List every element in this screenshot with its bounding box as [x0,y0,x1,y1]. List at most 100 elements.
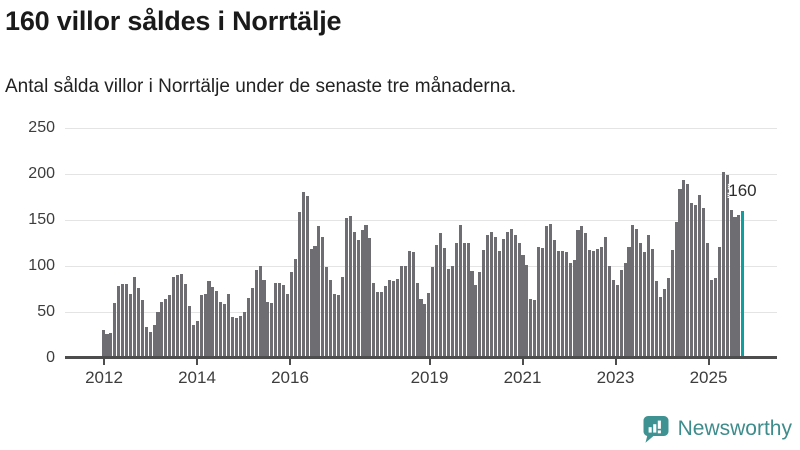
gridline-150 [65,220,777,221]
newsworthy-logo-icon [643,416,669,443]
bar [321,237,325,358]
plot-area: 160 [65,128,777,359]
bar [266,301,270,358]
bar [180,274,184,358]
bar [709,279,713,358]
bar [231,316,235,358]
bar [246,298,250,358]
x-tick-label-2016: 2016 [271,368,309,387]
bar [525,265,529,358]
bar [172,277,176,358]
bar [337,295,341,358]
bar [545,226,549,358]
bar [623,263,627,358]
bar [113,302,117,358]
bar [289,272,293,358]
bar [427,292,431,358]
bar [152,324,156,358]
bar [223,303,227,358]
x-tick-2021 [521,359,524,365]
bar [282,285,286,358]
x-tick-2019 [428,359,431,365]
bar [454,243,458,358]
x-tick-label-2023: 2023 [596,368,635,387]
bar [670,250,674,358]
bar [285,293,290,358]
bar [541,247,545,358]
bar [140,300,144,358]
bar [352,231,356,358]
bar [136,288,140,358]
bar [647,234,651,358]
bar [615,285,619,358]
bar [678,188,682,358]
bar [494,236,498,358]
bar [156,312,160,358]
bar [121,284,125,358]
bar [478,272,482,358]
bar [521,254,525,358]
bar [686,184,690,358]
x-tick-label-2025: 2025 [689,368,728,387]
bar [376,291,380,358]
bar [497,251,502,358]
bar [713,277,717,358]
bar [132,277,136,358]
bar [360,230,364,358]
bar [607,266,611,358]
bar [721,172,725,358]
bar [658,297,662,358]
x-tick-2014 [196,359,198,365]
bar [403,266,407,358]
bar [482,250,486,358]
bar [117,286,121,358]
bar [105,334,109,358]
highlighted-bar [741,210,745,358]
bar [399,266,403,358]
bar [702,208,706,358]
x-tick-2023 [614,359,617,365]
bar [317,226,321,358]
bar [423,303,427,358]
bar [262,279,266,358]
highlight-value-label: 160 [728,180,757,200]
x-tick-2016 [289,359,291,365]
x-tick-label-2014: 2014 [178,368,216,387]
bar [187,306,191,358]
bar [109,333,113,358]
bar [238,315,242,358]
bar [556,251,560,358]
bar [144,326,148,358]
bar [176,275,180,358]
bar [191,324,195,358]
bar [128,293,133,358]
bar [450,266,454,358]
bar [729,209,733,358]
bar [207,280,211,358]
bar [439,232,443,358]
bar [384,286,388,358]
bar [654,280,659,358]
bar [215,290,219,358]
bar [619,269,623,358]
bar [533,300,537,358]
bar [258,266,262,358]
bar [682,180,686,358]
bar [513,234,517,358]
bar [419,299,423,358]
bar [564,252,568,358]
bar [505,231,509,358]
bar [490,231,494,358]
bar [466,243,470,358]
bar [446,268,450,358]
bar [344,218,348,358]
bar [301,192,305,358]
bar [643,252,647,358]
bar [199,295,203,358]
bar [368,238,372,358]
bar [340,277,345,358]
bar [548,223,553,358]
bar [584,232,588,358]
bar [572,260,576,358]
